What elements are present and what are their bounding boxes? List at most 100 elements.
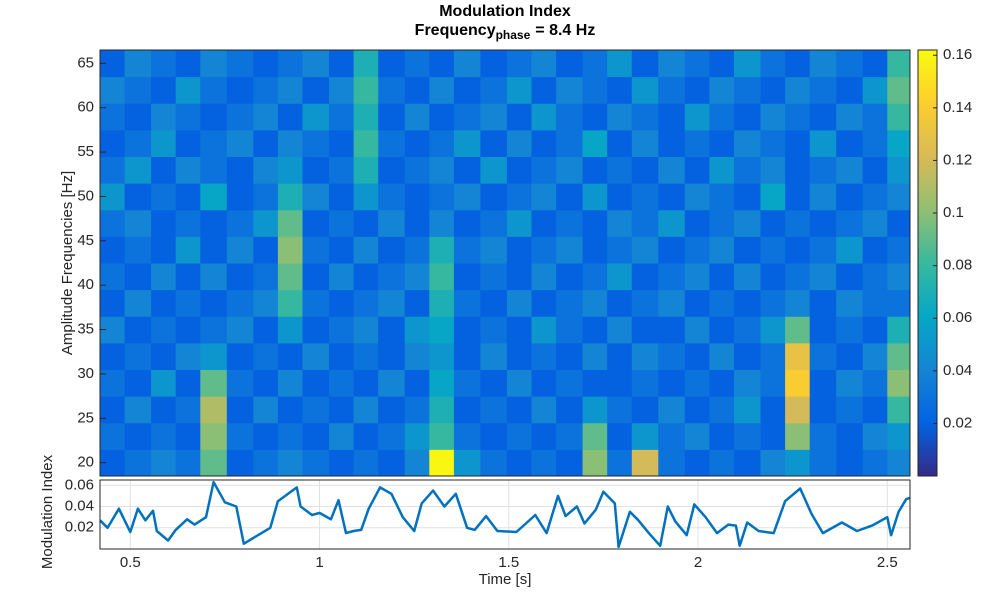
heatmap-cell [733, 263, 761, 291]
heatmap-cell [302, 263, 330, 291]
heatmap-cell [100, 156, 126, 184]
heatmap-cell [378, 263, 406, 291]
heatmap-cell [175, 236, 201, 264]
heatmap-cell [100, 396, 126, 424]
heatmap-cell [556, 369, 584, 397]
heatmap-cell [809, 316, 837, 344]
heatmap-cell [607, 316, 633, 344]
heatmap-cell [785, 263, 811, 291]
heatmap-cell [353, 129, 379, 157]
heatmap-cell [658, 50, 686, 78]
heatmap-cell [353, 422, 379, 450]
heatmap-cell [253, 342, 279, 370]
heatmap-cell [556, 183, 584, 211]
y-axis-label: Modulation Index [39, 454, 56, 569]
heatmap-cell [531, 209, 557, 237]
heatmap-cell [658, 129, 686, 157]
heatmap-cell [277, 50, 303, 78]
y-tick-label: 65 [77, 54, 94, 71]
heatmap-cell [887, 369, 911, 397]
heatmap-cell [175, 76, 201, 104]
heatmap-cell [277, 369, 303, 397]
heatmap-cell [809, 103, 837, 131]
heatmap-cell [200, 50, 228, 78]
heatmap-cell [151, 183, 177, 211]
heatmap-cell [124, 396, 152, 424]
heatmap-cell [353, 236, 379, 264]
heatmap-cell [836, 103, 864, 131]
heatmap-cell [862, 156, 888, 184]
heatmap-cell [253, 236, 279, 264]
heatmap-cell [684, 156, 710, 184]
heatmap-cell [328, 342, 355, 370]
heatmap-cell [862, 236, 888, 264]
heatmap-cell [684, 449, 710, 477]
heatmap-cell [480, 396, 508, 424]
heatmap-cell [506, 156, 532, 184]
heatmap-cell [531, 76, 557, 104]
heatmap-cell [200, 76, 228, 104]
heatmap-cell [556, 50, 584, 78]
heatmap-cell [226, 422, 254, 450]
heatmap-cell [684, 289, 710, 317]
heatmap-cell [302, 129, 330, 157]
heatmap-cell [709, 156, 735, 184]
plot-frame [99, 49, 911, 477]
heatmap-cell [531, 183, 557, 211]
heatmap-cell [480, 183, 508, 211]
heatmap-cell [733, 183, 761, 211]
heatmap-cell [862, 129, 888, 157]
heatmap-cell [887, 342, 911, 370]
heatmap-cell [253, 209, 279, 237]
heatmap-cell [353, 289, 379, 317]
heatmap-cell [684, 76, 710, 104]
heatmap-cell [277, 449, 303, 477]
heatmap-cell [151, 369, 177, 397]
heatmap-cell [328, 263, 355, 291]
heatmap-cell [226, 156, 254, 184]
heatmap-cell [836, 396, 864, 424]
heatmap-cell [631, 342, 659, 370]
heatmap-cell [709, 50, 735, 78]
heatmap-cell [277, 156, 303, 184]
heatmap-cell [709, 103, 735, 131]
heatmap-cell [556, 76, 584, 104]
heatmap-cell [785, 156, 811, 184]
heatmap-cell [429, 103, 455, 131]
y-tick-label: 30 [77, 365, 94, 382]
heatmap-cell [124, 103, 152, 131]
heatmap-cell [404, 236, 430, 264]
heatmap-cell [404, 449, 430, 477]
heatmap-cell [760, 76, 786, 104]
heatmap-cell [100, 129, 126, 157]
heatmap-cell [836, 422, 864, 450]
heatmap-cell [582, 129, 608, 157]
heatmap-cell [226, 289, 254, 317]
y-tick-label: 20 [77, 454, 94, 471]
heatmap-cell [302, 342, 330, 370]
heatmap-cell [253, 156, 279, 184]
heatmap-cell [429, 396, 455, 424]
heatmap-cell [631, 263, 659, 291]
heatmap-cell [404, 183, 430, 211]
heatmap-cell [480, 103, 508, 131]
heatmap-cell [836, 263, 864, 291]
x-axis-label: Time [s] [479, 571, 532, 588]
heatmap-cell [531, 422, 557, 450]
heatmap-cell [151, 129, 177, 157]
heatmap-cell [809, 183, 837, 211]
heatmap-cell [531, 50, 557, 78]
heatmap-cell [378, 289, 406, 317]
heatmap-cell [556, 289, 584, 317]
heatmap-cell [124, 316, 152, 344]
heatmap-cell [453, 209, 481, 237]
heatmap-cell [453, 289, 481, 317]
heatmap-cell [658, 76, 686, 104]
heatmap-cell [175, 209, 201, 237]
heatmap-cell [480, 76, 508, 104]
heatmap-cell [836, 129, 864, 157]
heatmap-cell [531, 449, 557, 477]
heatmap-cell [453, 76, 481, 104]
heatmap-cell [684, 316, 710, 344]
heatmap-cell [733, 209, 761, 237]
